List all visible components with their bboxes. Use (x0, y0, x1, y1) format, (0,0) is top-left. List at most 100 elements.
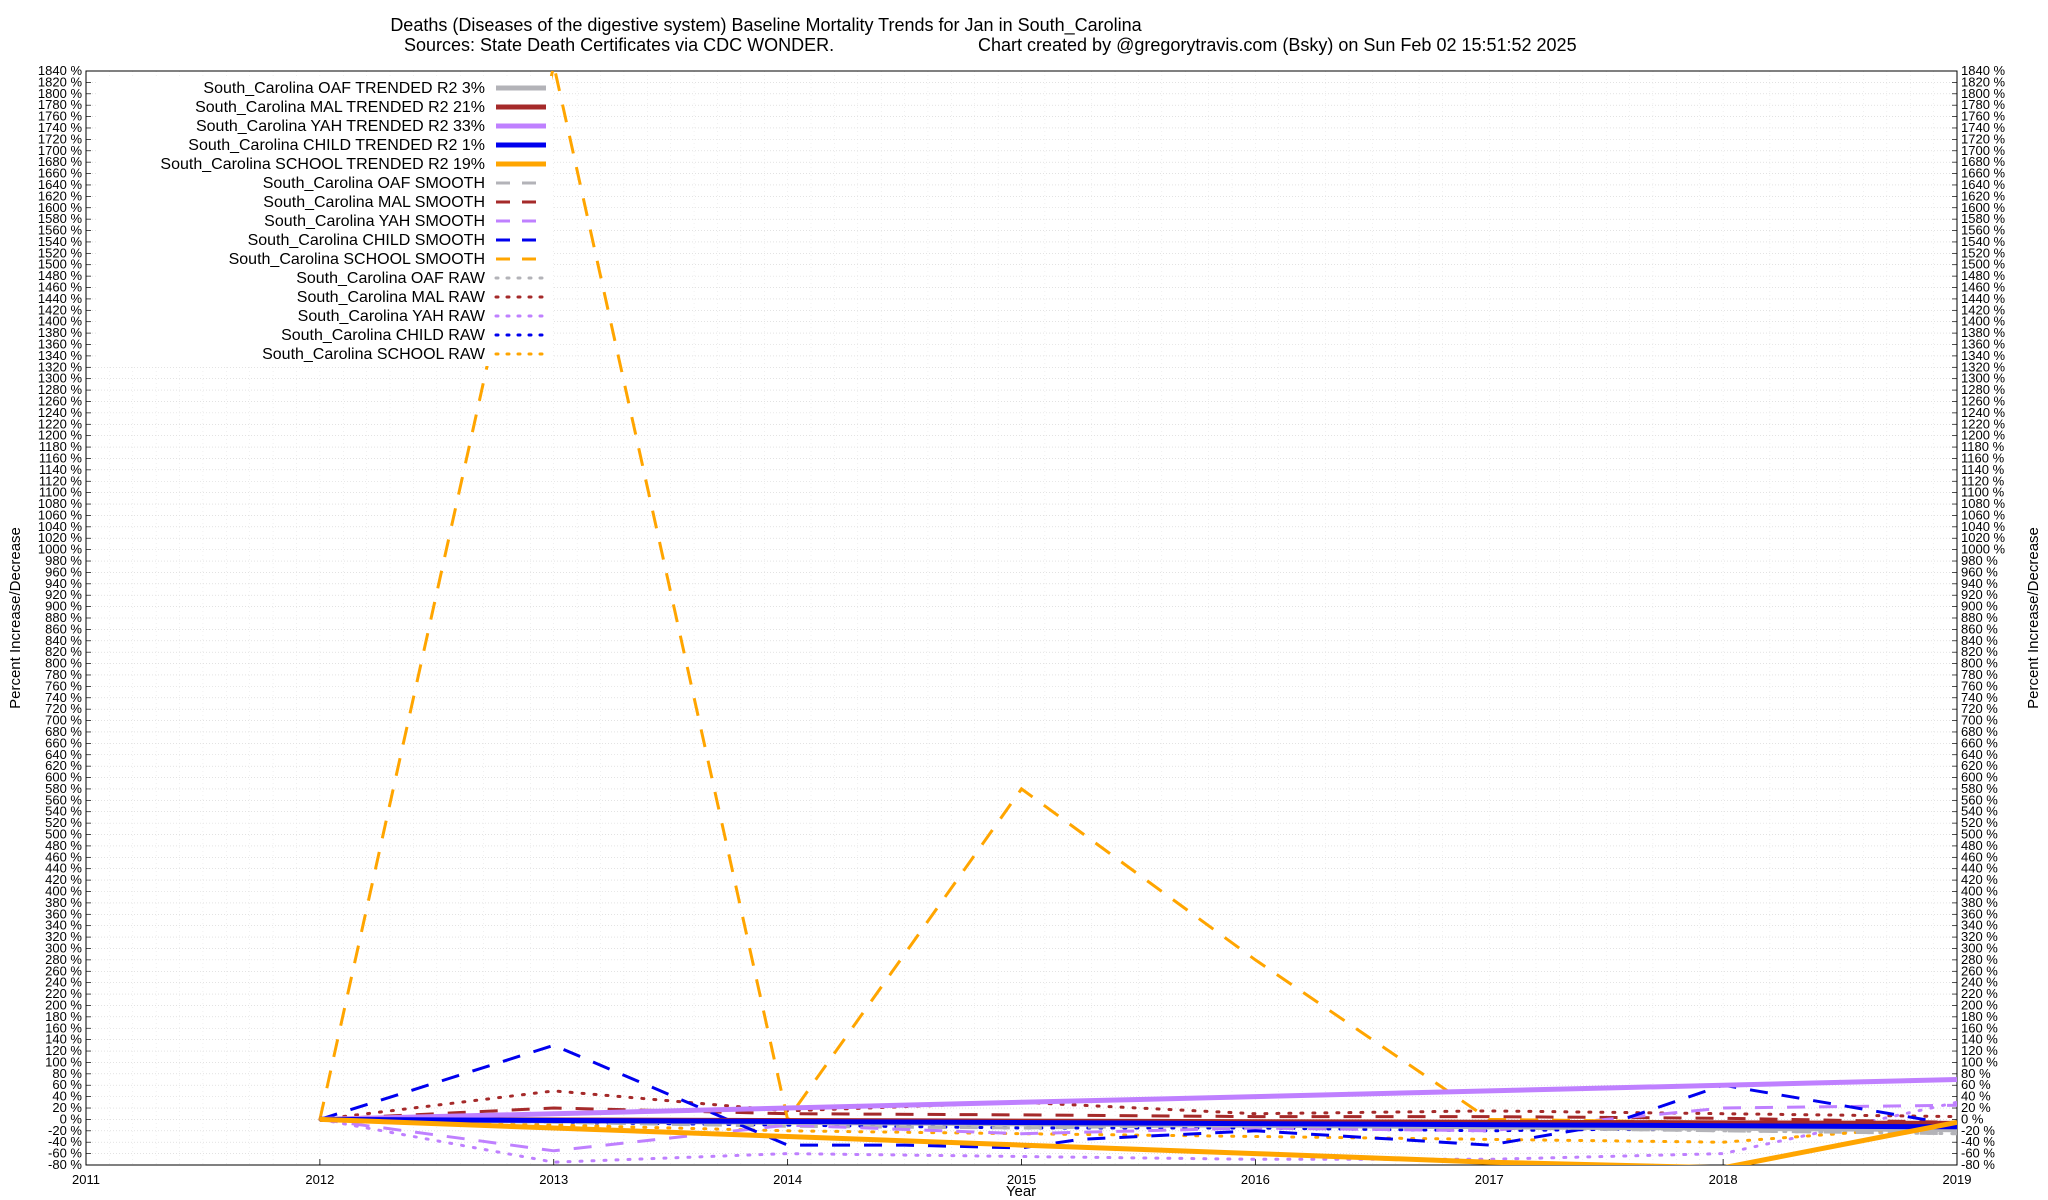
y-tick-label-right: 1520 % (1961, 245, 2006, 260)
y-tick-label-right: 760 % (1961, 678, 1998, 693)
x-tick-label: 2014 (773, 1172, 802, 1187)
y-tick-label-left: 80 % (52, 1066, 82, 1081)
y-tick-label-right: 1840 % (1961, 63, 2006, 78)
y-tick-label-left: 1060 % (38, 507, 83, 522)
legend-label: South_Carolina YAH TRENDED R2 33% (196, 118, 485, 135)
y-tick-label-left: 360 % (45, 906, 82, 921)
y-tick-label-right: 420 % (1961, 872, 1998, 887)
y-tick-label-left: 800 % (45, 656, 82, 671)
y-tick-label-right: 1600 % (1961, 200, 2006, 215)
y-tick-label-left: 440 % (45, 861, 82, 876)
y-tick-label-right: 1180 % (1961, 439, 2005, 454)
y-tick-label-left: 200 % (45, 997, 82, 1012)
x-tick-label: 2012 (305, 1172, 334, 1187)
series-line-child-raw (318, 1117, 1957, 1133)
y-tick-label-left: 860 % (45, 621, 82, 636)
y-tick-label-right: 1060 % (1961, 507, 2006, 522)
y-tick-label-left: 420 % (45, 872, 82, 887)
y-tick-label-right: 380 % (1961, 895, 1998, 910)
x-tick-label: 2017 (1475, 1172, 1504, 1187)
y-tick-label-right: 720 % (1961, 701, 1998, 716)
x-tick-label: 2011 (72, 1172, 100, 1187)
y-tick-label-right: 1420 % (1961, 302, 2006, 317)
y-tick-label-left: 1460 % (38, 280, 83, 295)
y-tick-label-left: 1640 % (38, 177, 83, 192)
y-tick-label-left: 580 % (45, 781, 82, 796)
y-tick-label-left: 1220 % (38, 416, 83, 431)
y-tick-label-left: 1360 % (38, 337, 83, 352)
y-tick-label-left: 1800 % (38, 86, 83, 101)
y-tick-label-left: 1720 % (38, 131, 83, 146)
y-tick-label-left: 740 % (45, 690, 82, 705)
y-tick-label-left: 320 % (45, 929, 82, 944)
legend-label: South_Carolina YAH RAW (298, 308, 486, 325)
y-tick-label-left: 40 % (52, 1089, 82, 1104)
y-tick-label-left: 880 % (45, 610, 82, 625)
y-tick-label-left: 60 % (52, 1077, 82, 1092)
y-tick-label-left: 1160 % (39, 450, 83, 465)
y-tick-label-left: 480 % (45, 838, 82, 853)
y-tick-label-left: 1760 % (38, 109, 83, 124)
y-tick-label-right: 300 % (1961, 940, 1998, 955)
legend-label: South_Carolina SCHOOL SMOOTH (229, 251, 485, 268)
series-line-school-trend (319, 1116, 1957, 1165)
y-tick-label-left: 1260 % (38, 393, 83, 408)
y-tick-label-left: 160 % (45, 1020, 82, 1035)
y-tick-label-right: 1240 % (1961, 405, 2006, 420)
y-tick-label-right: 1820 % (1961, 74, 2006, 89)
y-tick-label-left: 1200 % (38, 428, 83, 443)
series-lines (318, 71, 1957, 1165)
y-tick-label-left: 1300 % (38, 371, 83, 386)
y-tick-label-right: 1660 % (1961, 166, 2006, 181)
y-tick-label-left: 0 % (60, 1111, 83, 1126)
y-tick-label-right: 180 % (1961, 1009, 1998, 1024)
legend: South_Carolina OAF TRENDED R2 3% South_Ca… (96, 76, 552, 366)
y-tick-label-right: 680 % (1961, 724, 1998, 739)
series-line-yah-raw (318, 1100, 1957, 1164)
y-tick-label-right: 100 % (1961, 1054, 1998, 1069)
y-tick-label-right: 140 % (1961, 1032, 1998, 1047)
chart-sources: Sources: State Death Certificates via CD… (404, 35, 834, 55)
y-tick-label-left: 1180 % (39, 439, 83, 454)
y-tick-label-left: 1680 % (38, 154, 83, 169)
y-tick-label-right: 1260 % (1961, 393, 2006, 408)
y-tick-label-left: 1040 % (38, 519, 83, 534)
y-tick-label-right: 1440 % (1961, 291, 2006, 306)
y-tick-label-right: 1160 % (1961, 450, 2005, 465)
y-tick-label-left: 1080 % (38, 496, 83, 511)
y-tick-label-right: 1780 % (1961, 97, 2006, 112)
grid (85, 70, 1958, 1166)
y-tick-label-right: 780 % (1961, 667, 1998, 682)
y-tick-label-right: 1700 % (1961, 143, 2006, 158)
y-tick-label-left: -40 % (48, 1134, 82, 1149)
y-tick-label-left: 1840 % (38, 63, 83, 78)
y-tick-label-right: 1320 % (1961, 359, 2006, 374)
y-tick-labels: -80 % -80 %-60 % -60 %-40 % -40 %-20 % -20 %… (38, 63, 2006, 1172)
y-tick-label-left: 920 % (45, 587, 82, 602)
y-tick-label-right: 700 % (1961, 713, 1998, 728)
y-tick-label-right: 1800 % (1961, 86, 2006, 101)
y-tick-label-left: 140 % (45, 1032, 82, 1047)
y-tick-label-left: 1440 % (38, 291, 83, 306)
y-tick-label-right: 1740 % (1961, 120, 2006, 135)
y-tick-label-left: 20 % (52, 1100, 82, 1115)
legend-label: South_Carolina MAL RAW (297, 289, 486, 306)
legend-label: South_Carolina OAF TRENDED R2 3% (203, 80, 485, 97)
y-tick-label-right: 260 % (1961, 963, 1998, 978)
y-tick-label-right: 1300 % (1961, 371, 2006, 386)
y-axis-title-right: Percent Increase/Decrease (2025, 527, 2042, 709)
y-tick-label-left: 1780 % (38, 97, 83, 112)
y-tick-label-left: 1740 % (38, 120, 83, 135)
legend-label: South_Carolina MAL TRENDED R2 21% (195, 99, 485, 116)
y-tick-label-left: 1660 % (38, 166, 83, 181)
series-line-mal-raw (318, 1089, 1957, 1121)
legend-label: South_Carolina OAF RAW (296, 270, 486, 287)
y-tick-label-left: 540 % (45, 804, 82, 819)
y-tick-label-right: 1340 % (1961, 348, 2006, 363)
plot-frame (85, 70, 1958, 1166)
y-tick-label-left: 840 % (45, 633, 82, 648)
y-tick-label-right: 1640 % (1961, 177, 2006, 192)
y-tick-label-left: 1000 % (38, 542, 83, 557)
y-tick-label-right: 600 % (1961, 770, 1998, 785)
y-tick-label-right: 620 % (1961, 758, 1998, 773)
